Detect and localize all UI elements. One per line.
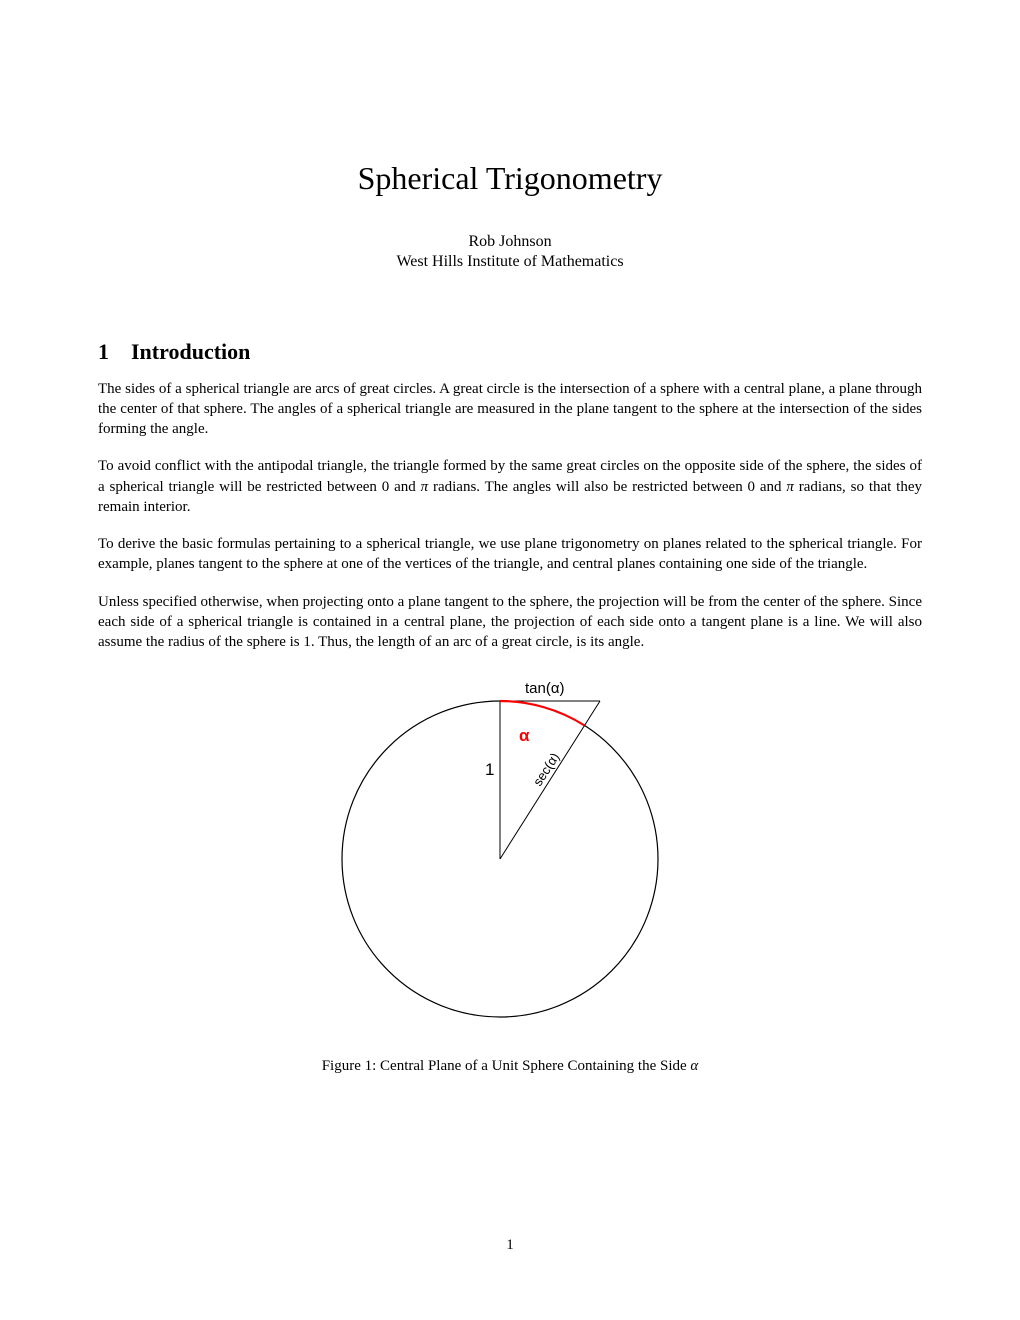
affiliation: West Hills Institute of Mathematics xyxy=(98,253,922,271)
figure-caption: Figure 1: Central Plane of a Unit Sphere… xyxy=(98,1058,922,1075)
label-alpha: α xyxy=(519,726,530,745)
label-one: 1 xyxy=(485,760,494,779)
figure: tan(α) α 1 sec(α) Figure 1: Central Plan… xyxy=(98,669,922,1075)
paragraph-2: To avoid conflict with the antipodal tri… xyxy=(98,456,922,517)
paragraph-4: Unless specified otherwise, when project… xyxy=(98,592,922,653)
page-number: 1 xyxy=(0,1237,1020,1254)
page: Spherical Trigonometry Rob Johnson West … xyxy=(0,0,1020,1320)
figure-svg: tan(α) α 1 sec(α) xyxy=(325,669,695,1029)
arc-alpha xyxy=(500,701,585,726)
page-title: Spherical Trigonometry xyxy=(98,160,922,197)
label-sec: sec(α) xyxy=(530,750,562,789)
section-name: Introduction xyxy=(131,339,250,364)
section-heading: 1 Introduction xyxy=(98,339,922,365)
paragraph-3: To derive the basic formulas pertaining … xyxy=(98,534,922,575)
label-tan: tan(α) xyxy=(525,680,565,697)
section-number: 1 xyxy=(98,339,109,365)
paragraph-1: The sides of a spherical triangle are ar… xyxy=(98,379,922,440)
author: Rob Johnson xyxy=(98,231,922,253)
